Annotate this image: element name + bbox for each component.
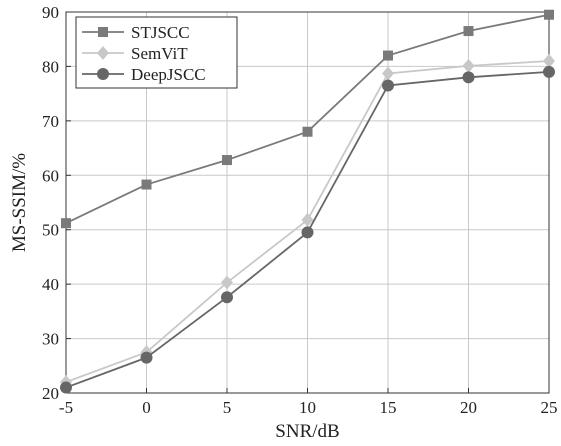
data-point (544, 9, 554, 20)
data-point (61, 218, 71, 229)
data-point (463, 26, 474, 37)
legend-marker (97, 68, 109, 80)
y-axis-label: MS-SSIM/% (9, 153, 30, 252)
y-tick-label: 50 (42, 221, 59, 240)
y-tick-label: 40 (42, 275, 59, 294)
data-point (60, 381, 72, 394)
x-tick-label: 0 (142, 398, 151, 417)
series (60, 9, 555, 394)
data-point (221, 275, 233, 290)
data-point (543, 65, 555, 78)
x-tick-label: 20 (460, 398, 477, 417)
data-point (462, 58, 475, 73)
y-tick-label: 80 (42, 57, 59, 76)
data-point (222, 155, 232, 166)
legend-marker (98, 27, 108, 37)
x-axis-label: SNR/dB (275, 421, 339, 441)
x-tick-label: -5 (59, 398, 73, 417)
y-tick-label: 60 (42, 166, 59, 185)
data-point (221, 291, 233, 304)
y-tick-label: 20 (42, 384, 59, 403)
x-tick-label: 25 (541, 398, 558, 417)
data-point (543, 53, 555, 68)
axis-ticks: -5 0 5 10 15 20 25 20 30 40 50 60 70 80 90 (42, 3, 558, 417)
series-stjscc (61, 9, 554, 229)
data-point (140, 351, 153, 364)
x-tick-label: 15 (380, 398, 397, 417)
data-point (301, 226, 314, 239)
y-tick-label: 30 (42, 330, 59, 349)
legend: STJSCC SemViT DeepJSCC (75, 16, 238, 89)
legend-label: STJSCC (131, 23, 190, 42)
y-tick-label: 90 (42, 3, 59, 22)
data-point (382, 66, 394, 81)
x-tick-label: 10 (299, 398, 316, 417)
data-point (382, 79, 394, 92)
data-point (383, 50, 393, 61)
legend-item: SemViT (82, 44, 188, 63)
data-point (301, 212, 314, 227)
y-tick-label: 70 (42, 112, 59, 131)
legend-item: DeepJSCC (82, 65, 206, 84)
series-deepjscc (60, 65, 555, 394)
data-point (302, 126, 313, 137)
x-tick-label: 5 (223, 398, 232, 417)
data-point (141, 179, 152, 190)
data-point (462, 71, 475, 84)
legend-item: STJSCC (82, 23, 190, 42)
legend-marker (97, 46, 109, 60)
legend-label: DeepJSCC (131, 65, 206, 84)
legend-label: SemViT (131, 44, 188, 63)
